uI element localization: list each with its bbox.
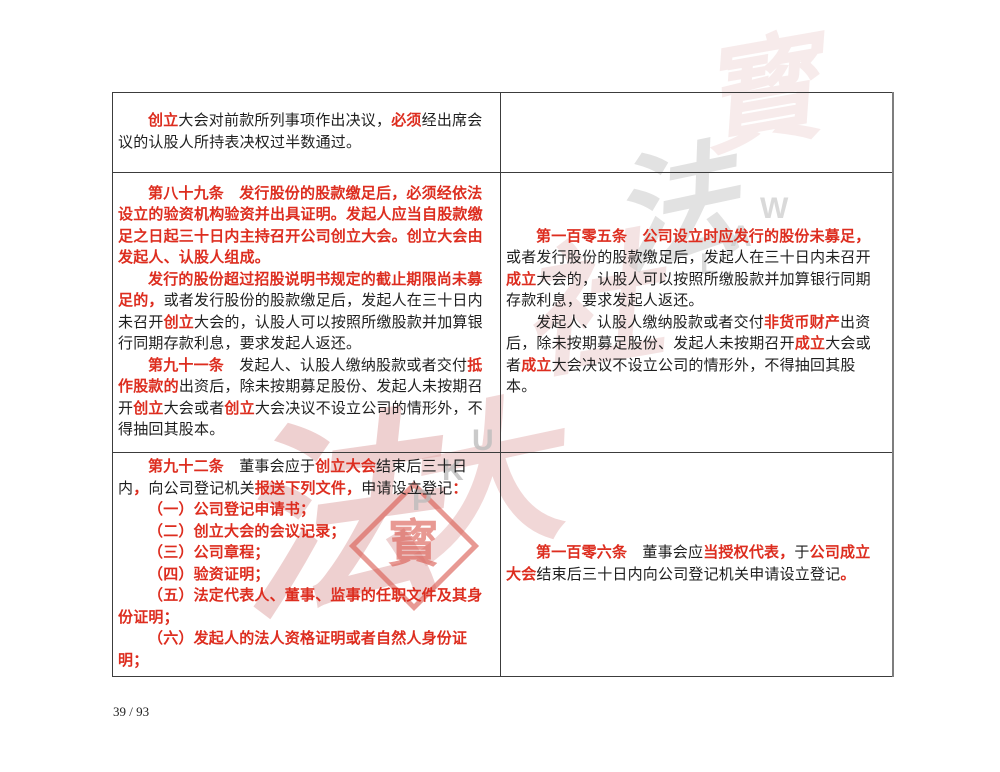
highlighted-text: （六）发起人的法人资格证明或者自然人身份证明； [118, 631, 468, 669]
paragraph: 第八十九条 发行股份的股款缴足后，必须经依法设立的验资机构验资并出具证明。发起人… [118, 184, 492, 270]
body-text: 董事会应于 [224, 459, 316, 475]
body-text: 大会对前款所列事项作出决议， [178, 113, 392, 129]
body-text: 大会决议不设立公司的情形外，不得抽回其股本。 [506, 357, 856, 396]
body-text: 发起人、认股人缴纳股款或者交付 [536, 314, 765, 331]
highlighted-text: 成立 [794, 336, 826, 352]
revised-law-cell [500, 92, 894, 173]
revised-law-cell: 第一百零六条 董事会应当授权代表，于公司成立大会结束后三十日内向公司登记机关申请… [500, 452, 894, 677]
highlighted-text: ， [133, 480, 149, 497]
body-text: 大会决议不设立公司的情形外，不得抽回其股本。 [118, 400, 483, 439]
old-law-cell: 第八十九条 发行股份的股款缴足后，必须经依法设立的验资机构验资并出具证明。发起人… [112, 172, 501, 453]
paragraph: 第九十二条 董事会应于创立大会结束后三十日内，向公司登记机关报送下列文件，申请设… [118, 457, 492, 500]
table-row: 第九十二条 董事会应于创立大会结束后三十日内，向公司登记机关报送下列文件，申请设… [112, 452, 894, 677]
highlighted-text: 第一百零五条 公司设立时应发行的股份未募足， [536, 228, 871, 245]
paragraph: （五）法定代表人、董事、监事的任职文件及其身份证明； [118, 586, 492, 629]
highlighted-text: （一）公司登记申请书； [148, 502, 316, 518]
highlighted-text: 抵作股款的 [118, 357, 483, 396]
highlighted-text: （四）验资证明； [148, 566, 270, 583]
highlighted-text: （二）创立大会的会议记录； [148, 523, 346, 540]
highlighted-text: 创立 [133, 400, 164, 417]
highlighted-text: 成立 [506, 271, 537, 288]
paragraph: （一）公司登记申请书； [118, 500, 492, 522]
body-text: 申请设立登记 [361, 480, 453, 497]
body-text: 或者发行股份的股款缴足后，发起人在三十日内未召开 [506, 250, 871, 266]
paragraph: 发行的股份超过招股说明书规定的截止期限尚未募足的，或者发行股份的股款缴足后，发起… [118, 270, 492, 356]
body-text: 董事会应 [627, 545, 704, 561]
highlighted-text: 创立大会 [315, 459, 377, 475]
body-text: 大会的，认股人可以按照所缴股款并加算银行同期存款利息，要求发起人返还。 [118, 314, 483, 353]
highlighted-text: 第一百零六条 [536, 545, 628, 561]
body-text: 大会的，认股人可以按照所缴股款并加算银行同期存款利息，要求发起人返还。 [506, 271, 871, 310]
old-law-cell: 第九十二条 董事会应于创立大会结束后三十日内，向公司登记机关报送下列文件，申请设… [112, 452, 501, 677]
highlighted-text: 公司成立大会 [506, 545, 871, 583]
body-text: 出资后，除未按期募足股份、发起人未按期召开 [118, 379, 483, 417]
old-law-cell: 创立大会对前款所列事项作出决议，必须经出席会议的认股人所持表决权过半数通过。 [112, 92, 501, 173]
paragraph: 发起人、认股人缴纳股款或者交付非货币财产出资后，除未按期募足股份、发起人未按期召… [506, 313, 884, 399]
page-number: 39 / 93 [113, 704, 150, 719]
paragraph: 第一百零五条 公司设立时应发行的股份未募足， 或者发行股份的股款缴足后，发起人在三… [506, 227, 884, 313]
highlighted-text: 发行的股份超过招股说明书规定的截止期限尚未募足的， [118, 271, 483, 310]
revised-law-cell: 第一百零五条 公司设立时应发行的股份未募足， 或者发行股份的股款缴足后，发起人在三… [500, 172, 894, 453]
body-text: 向公司登记机关 [148, 480, 255, 497]
body-text: 或者发行股份的股款缴足后，发起人在三十日内未召开 [118, 293, 483, 331]
paragraph: 第九十一条 发起人、认股人缴纳股款或者交付抵作股款的出资后，除未按期募足股份、发… [118, 356, 492, 442]
body-text: 经出席会议的认股人所持表决权过半数通过。 [118, 113, 483, 151]
paragraph: （六）发起人的法人资格证明或者自然人身份证明； [118, 629, 492, 672]
highlighted-text: 非货币财产 [764, 314, 841, 331]
paragraph: （四）验资证明； [118, 565, 492, 587]
body-text: 出资后，除未按期募足股份、发起人未按期召开 [506, 314, 871, 353]
highlighted-text: 创立 [163, 314, 195, 331]
table-row: 创立大会对前款所列事项作出决议，必须经出席会议的认股人所持表决权过半数通过。 [112, 92, 894, 173]
body-text: 大会或者 [506, 336, 871, 374]
body-text: 结束后三十日内向公司登记机关申请设立登记 [536, 566, 841, 583]
highlighted-text: 创立 [148, 113, 179, 129]
body-text: 大会或者 [163, 400, 225, 417]
table-row: 第八十九条 发行股份的股款缴足后，必须经依法设立的验资机构验资并出具证明。发起人… [112, 172, 894, 453]
highlighted-text: ： [452, 480, 468, 497]
highlighted-text: 报送下列文件， [254, 480, 362, 497]
paragraph: （三）公司章程； [118, 543, 492, 565]
comparison-table: 创立大会对前款所列事项作出决议，必须经出席会议的认股人所持表决权过半数通过。 第… [112, 92, 894, 677]
highlighted-text: 当授权代表， [703, 545, 795, 561]
paragraph: 创立大会对前款所列事项作出决议，必须经出席会议的认股人所持表决权过半数通过。 [118, 111, 492, 154]
highlighted-text: 。 [840, 566, 856, 583]
highlighted-text: （五）法定代表人、董事、监事的任职文件及其身份证明； [118, 588, 483, 626]
paragraph: （二）创立大会的会议记录； [118, 522, 492, 544]
highlighted-text: 第八十九条 发行股份的股款缴足后，必须经依法设立的验资机构验资并出具证明。发起人… [118, 185, 483, 267]
highlighted-text: （三）公司章程； [148, 545, 270, 561]
paragraph: 第一百零六条 董事会应当授权代表，于公司成立大会结束后三十日内向公司登记机关申请… [506, 543, 884, 586]
body-text: 发起人、认股人缴纳股款或者交付 [224, 357, 468, 374]
highlighted-text: 成立 [521, 357, 552, 374]
highlighted-text: 第九十二条 [148, 459, 225, 475]
highlighted-text: 创立 [224, 400, 255, 417]
highlighted-text: 第九十一条 [148, 357, 225, 374]
body-text: 结束后三十日内 [118, 459, 468, 497]
highlighted-text: 必须 [391, 113, 422, 129]
body-text: 于 [794, 545, 810, 561]
